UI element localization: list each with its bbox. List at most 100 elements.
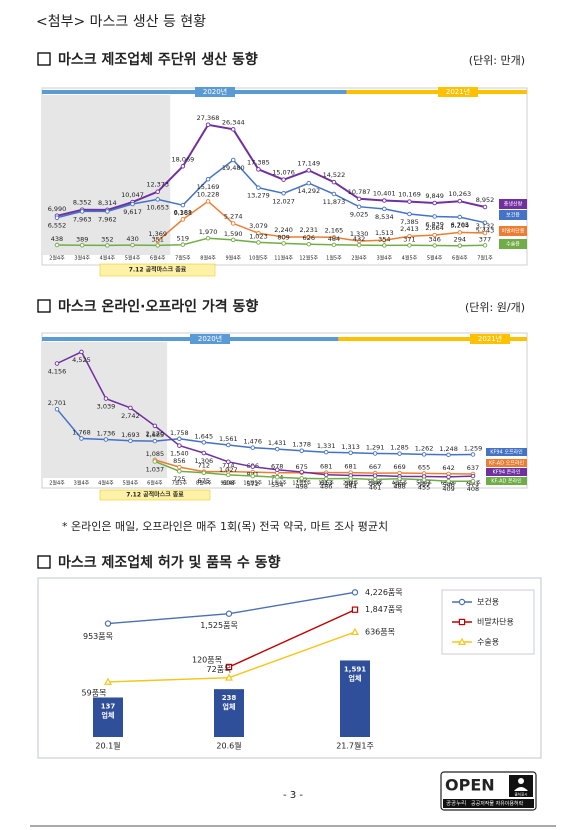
legend-label: 수술용 (506, 241, 520, 248)
value-label: 9,849 (425, 192, 444, 200)
value-label: 4,525 (72, 356, 91, 364)
point (180, 217, 186, 222)
point (256, 230, 261, 236)
period-label-box (438, 87, 478, 97)
value-label: 461 (369, 484, 381, 492)
value-label: 4,156 (48, 368, 67, 376)
point (225, 610, 233, 617)
period-label: 2020년 (203, 87, 227, 96)
value-label: 1,525품목 (200, 621, 238, 630)
point (205, 199, 211, 204)
point (432, 200, 437, 206)
point (155, 189, 160, 194)
x-tick-label: 2월4주 (49, 255, 65, 262)
point (180, 202, 186, 208)
point (281, 177, 286, 182)
point (230, 237, 236, 243)
value-label: 15,076 (272, 169, 295, 177)
value-label: 10,787 (348, 188, 371, 196)
value-label: 1,262 (415, 444, 434, 452)
point (407, 243, 412, 248)
x-tick-label: 9월4주 (221, 480, 237, 487)
point (382, 206, 387, 212)
value-label: 560 (393, 480, 405, 488)
point (274, 474, 280, 480)
period-bar (42, 90, 347, 94)
value-label: 488 (393, 483, 405, 491)
value-label: 1,476 (243, 438, 262, 446)
point (458, 618, 466, 626)
value-label: 484 (328, 235, 340, 243)
legend-label: 보건용 (506, 212, 520, 219)
x-tick-label: 2월4주 (343, 480, 359, 487)
point (225, 663, 233, 671)
value-label: 1,085 (146, 450, 165, 458)
value-label: 377 (479, 235, 491, 243)
value-label: 712 (198, 462, 210, 470)
value-label: 1,285 (390, 444, 409, 452)
point (54, 361, 60, 366)
x-tick-label: 20.1월 (95, 741, 120, 751)
point (230, 157, 236, 163)
legend-label: 비말차단용 (477, 617, 514, 627)
logo-title: OPEN (445, 776, 495, 795)
value-label: 59품목 (82, 688, 107, 697)
value-label: 2,742 (121, 412, 140, 420)
value-label: 953품목 (83, 632, 113, 641)
point (226, 442, 231, 448)
point (446, 452, 451, 458)
value-label: 498 (295, 482, 307, 490)
point (432, 214, 437, 219)
point (250, 473, 256, 479)
value-label: 455 (418, 484, 430, 492)
value-label: 1,970 (199, 228, 218, 236)
point (177, 468, 182, 474)
point (372, 477, 378, 482)
x-tick-label: 3월4주 (74, 255, 90, 262)
point (446, 478, 451, 484)
value-label: 10,228 (197, 190, 220, 198)
point (432, 232, 437, 238)
bar (93, 697, 123, 737)
unit-label: (단위: 만개) (469, 54, 525, 67)
point (201, 470, 207, 476)
point (382, 198, 387, 203)
series-line (157, 200, 486, 242)
page-number: - 3 - (283, 790, 303, 801)
legend-label: KF94 오프라인 (490, 449, 523, 456)
section-title: 마스크 제조업체 허가 및 품목 수 동향 (58, 554, 281, 571)
point (205, 235, 211, 241)
point (104, 620, 112, 627)
value-label: 9,368 (174, 209, 193, 217)
point (155, 243, 160, 248)
x-tick-label: 5월4주 (125, 255, 141, 262)
value-label: 1,369 (148, 230, 167, 238)
value-label: 1,590 (224, 230, 243, 238)
x-tick-label: 1월5주 (318, 480, 334, 487)
x-tick-label: 6월4주 (150, 255, 166, 262)
value-label: 8,352 (73, 199, 92, 207)
point (105, 243, 110, 248)
point (103, 396, 109, 401)
value-label: 2,413 (400, 225, 419, 233)
point (299, 476, 304, 481)
unit-label: (단위: 원/개) (465, 301, 525, 314)
point (323, 449, 329, 455)
value-label: 1,685 (146, 431, 165, 439)
point (201, 440, 207, 445)
point (180, 242, 186, 247)
x-tick-label: 4월5주 (392, 480, 408, 487)
x-tick-label: 5월4주 (416, 480, 432, 487)
point (79, 349, 84, 355)
footnote: * 온라인은 매일, 오프라인은 매주 1회(목) 전국 약국, 마트 조사 평… (62, 519, 388, 533)
value-label: 6,839 (425, 220, 444, 228)
value-label: 72품목 (207, 665, 232, 674)
point (457, 230, 463, 235)
series-line (56, 123, 486, 217)
point (458, 598, 466, 606)
x-tick-label: 10월5주 (243, 480, 262, 487)
value-label: 12,373 (146, 181, 169, 189)
point (356, 204, 362, 209)
value-label: 678 (271, 463, 283, 471)
